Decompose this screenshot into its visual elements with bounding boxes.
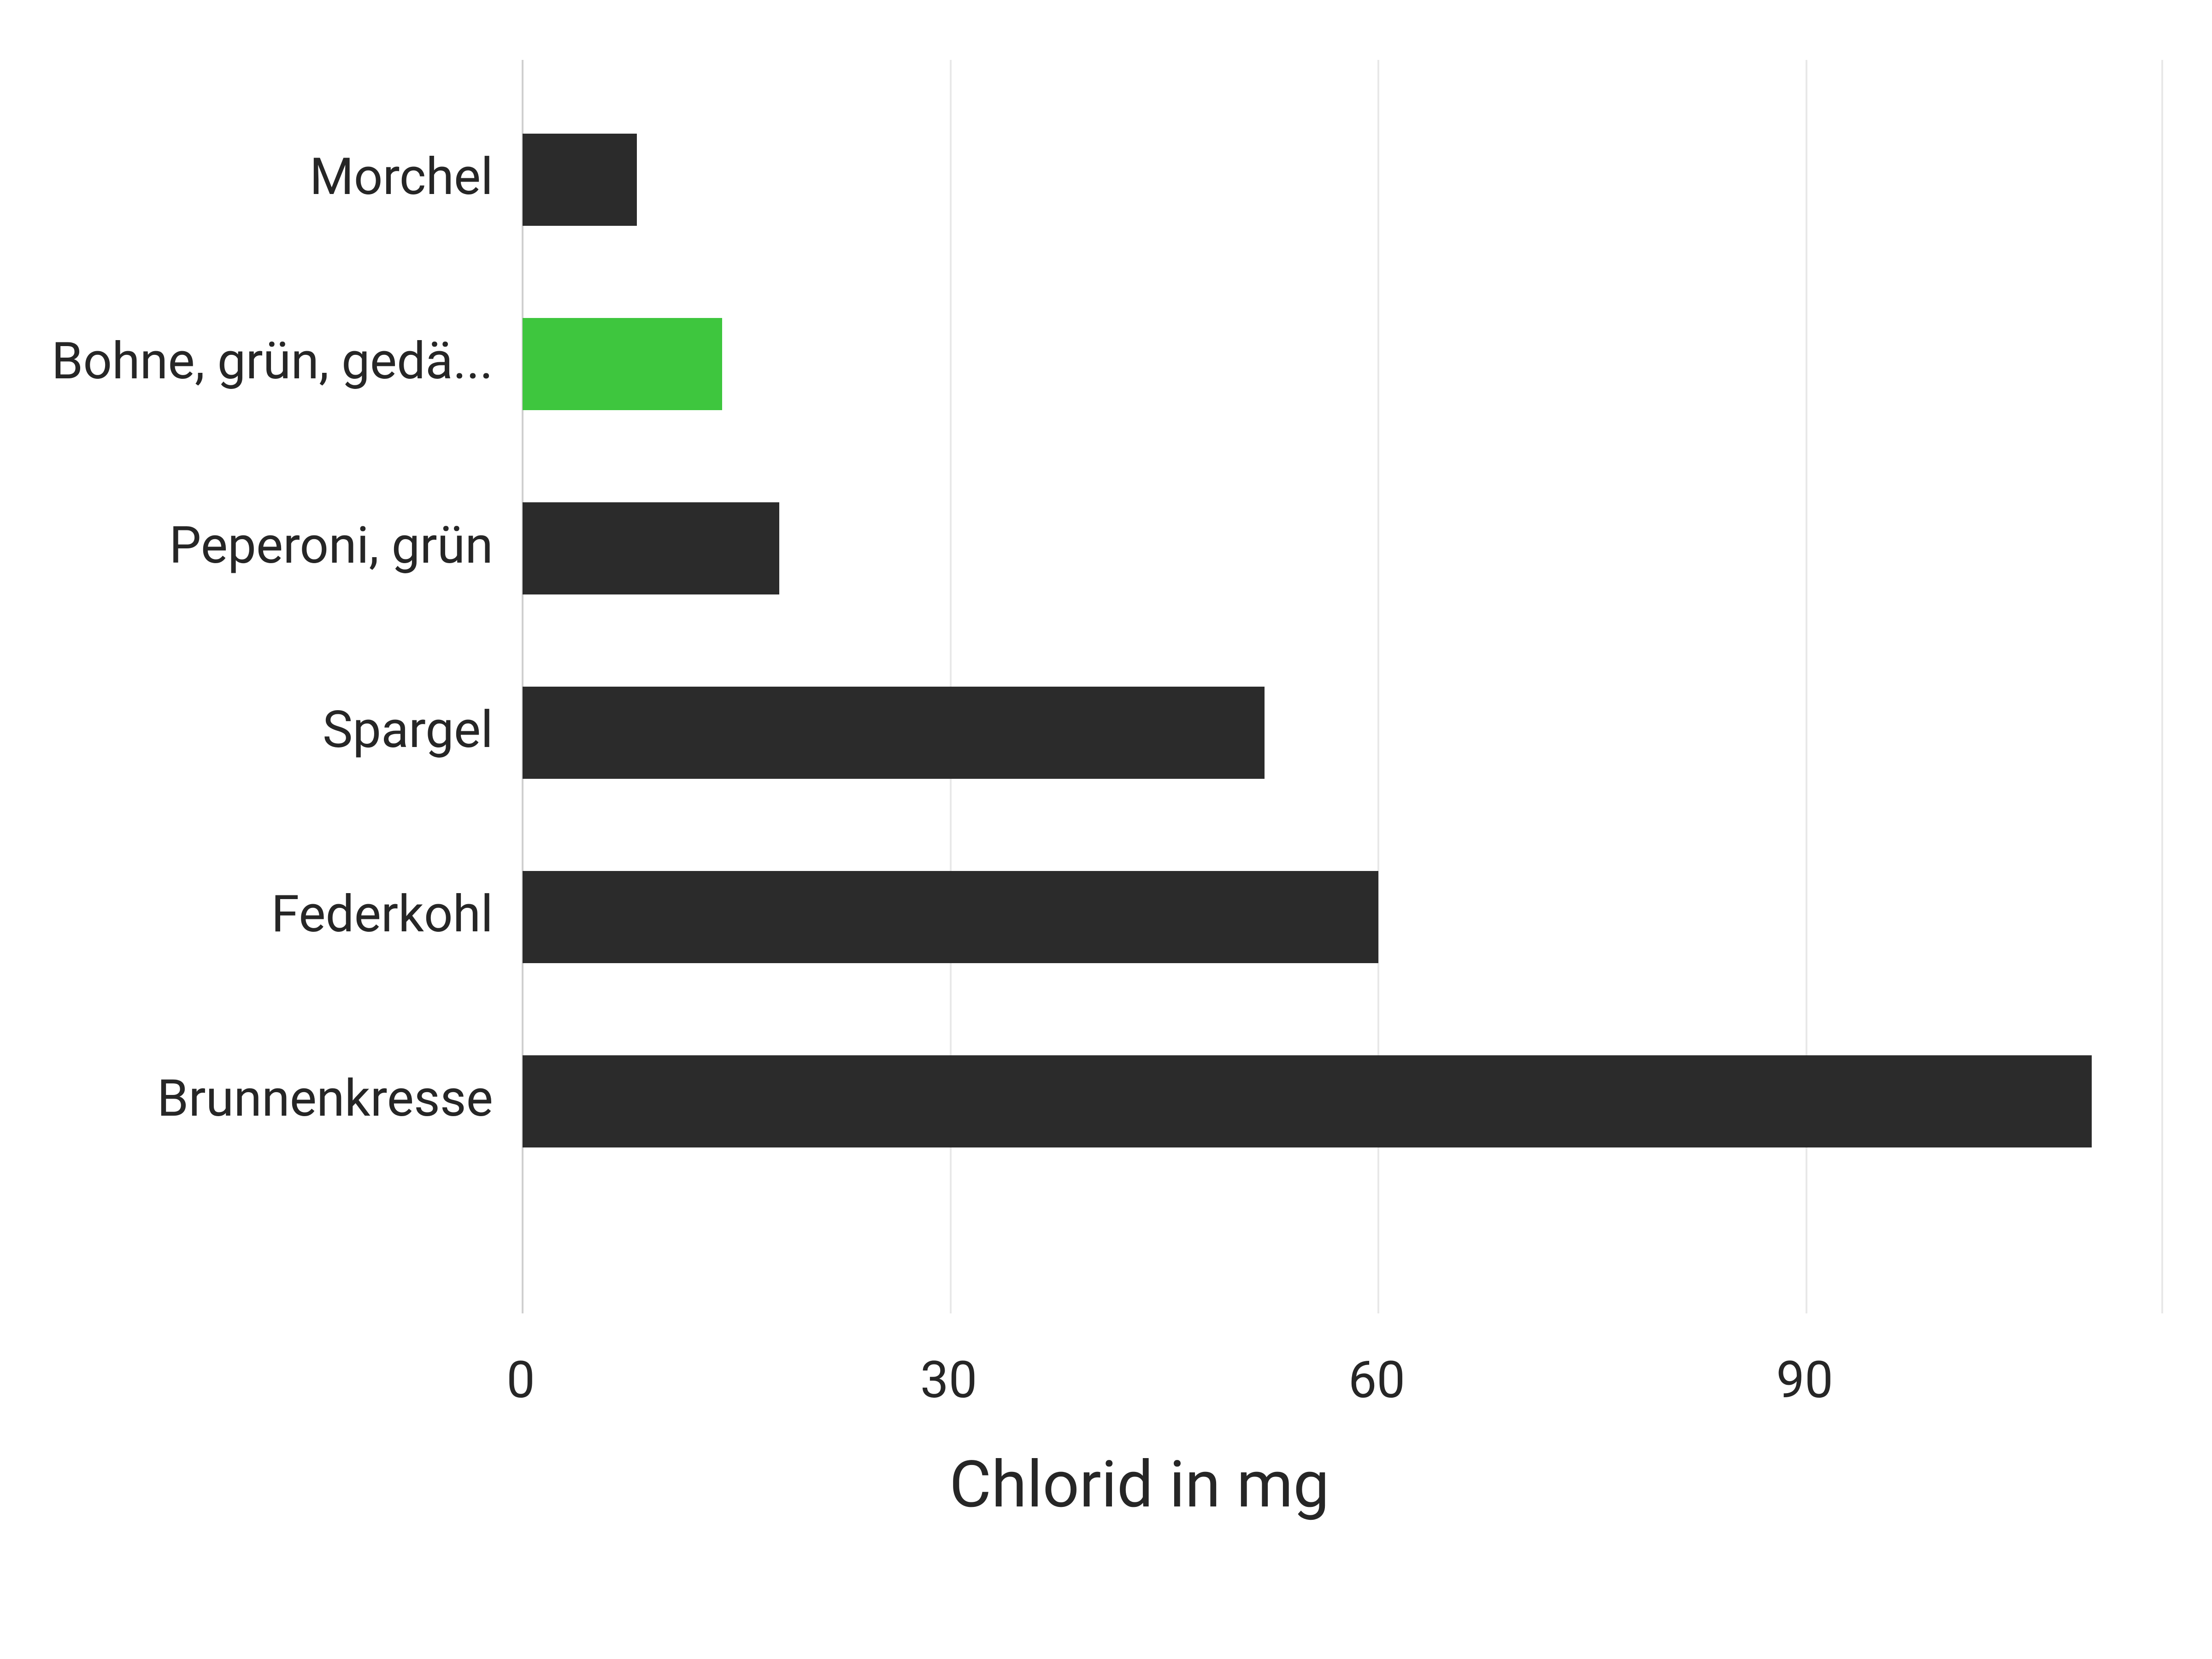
bar <box>523 134 637 226</box>
category-label: Brunnenkresse <box>157 1069 493 1128</box>
chloride-bar-chart: Morchel Bohne, grün, gedä... Peperoni, grü… <box>0 0 2212 1659</box>
x-tick-label: 90 <box>1759 1350 1851 1410</box>
category-label: Spargel <box>323 700 493 759</box>
x-tick-label: 30 <box>903 1350 995 1410</box>
category-label: Federkohl <box>271 884 493 944</box>
category-label: Morchel <box>310 147 493 206</box>
bar <box>523 1055 2092 1147</box>
category-label: Peperoni, grün <box>169 516 493 575</box>
bar <box>523 687 1265 779</box>
bar <box>523 502 779 594</box>
gridline <box>2161 60 2163 1313</box>
x-axis-label: Chlorid in mg <box>949 1447 1330 1523</box>
plot-area <box>521 60 2161 1313</box>
x-tick-label: 60 <box>1330 1350 1423 1410</box>
bar <box>523 871 1378 963</box>
category-label: Bohne, grün, gedä... <box>52 331 493 391</box>
x-tick-label: 0 <box>475 1350 567 1410</box>
bar <box>523 318 722 410</box>
